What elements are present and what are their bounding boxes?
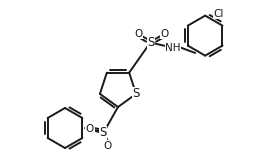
Text: Cl: Cl [213,9,224,19]
Text: O: O [86,124,94,134]
Text: S: S [147,36,155,49]
Text: O: O [134,29,142,39]
Text: O: O [103,141,111,151]
Text: O: O [160,29,168,39]
Text: NH: NH [166,43,181,53]
Text: S: S [132,87,140,100]
Text: S: S [99,126,107,140]
